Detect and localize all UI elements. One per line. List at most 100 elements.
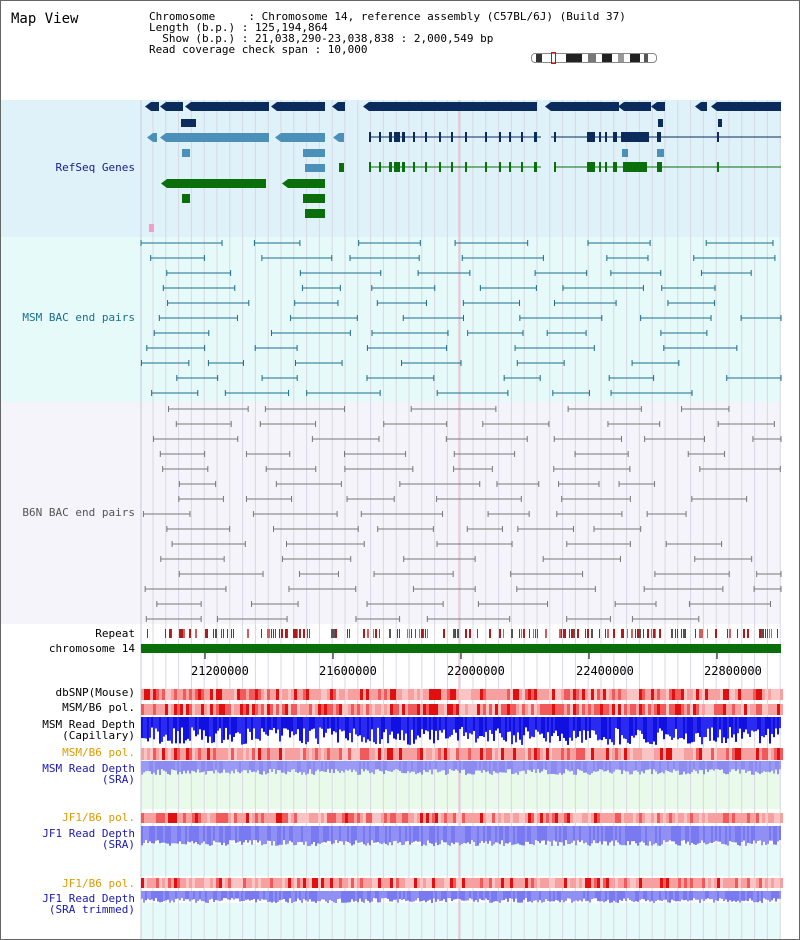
jf1-trim-depth-bar <box>175 891 177 899</box>
msm-sra-depth-bar <box>269 761 271 770</box>
msm-b6-pol-heat <box>177 748 180 760</box>
track-label-msm-b6-pol-2[interactable]: MSM/B6 pol. <box>62 746 135 759</box>
track-label-msm-b6-pol-1[interactable]: MSM/B6 pol. <box>62 701 135 714</box>
jf1-trim-depth-bar <box>291 891 293 903</box>
jf1-trim-depth-bar <box>641 891 643 899</box>
msm-b6-pol-heat <box>669 748 672 760</box>
msm-sra-depth-bar <box>697 761 699 774</box>
jf1-b6-pol-heat <box>336 813 339 823</box>
track-label-jf1-depth-sra[interactable]: JF1 Read Depth (SRA) <box>42 828 135 850</box>
jf1-trim-depth-bar <box>169 891 171 903</box>
jf1-b6-pol-heat <box>627 878 630 888</box>
jf1-sra-depth-bar <box>687 826 689 842</box>
msm-b6-pol-heat <box>192 748 195 760</box>
msm-capillary-depth-bar <box>523 717 525 736</box>
jf1-sra-depth-bar <box>283 826 285 841</box>
jf1-trim-depth-bar <box>499 891 501 903</box>
jf1-b6-pol-heat <box>237 878 240 888</box>
msm-sra-depth-bar <box>201 761 203 773</box>
msm-b6-pol-heat <box>384 748 387 760</box>
jf1-b6-pol-heat <box>570 878 573 888</box>
msm-sra-depth-bar <box>379 761 381 771</box>
jf1-sra-depth-bar <box>141 826 143 846</box>
msm-b6-pol-heat <box>591 704 594 715</box>
msm-sra-depth-bar <box>289 761 291 773</box>
jf1-trim-depth-bar <box>753 891 755 903</box>
jf1-trim-depth-bar <box>629 891 631 901</box>
msm-b6-pol-heat <box>195 704 198 715</box>
msm-sra-depth-bar <box>233 761 235 774</box>
jf1-sra-depth-bar <box>267 826 269 841</box>
jf1-sra-depth-bar <box>447 826 449 845</box>
msm-capillary-depth-bar <box>415 717 417 740</box>
track-label-msm-bac[interactable]: MSM BAC end pairs <box>22 311 135 324</box>
jf1-b6-pol-heat <box>216 813 219 823</box>
jf1-trim-depth-bar <box>543 891 545 902</box>
track-label-dbsnp[interactable]: dbSNP(Mouse) <box>55 686 135 699</box>
track-label-msm-depth-sra[interactable]: MSM Read Depth (SRA) <box>42 763 135 785</box>
dbsnp-heat <box>444 689 447 700</box>
msm-capillary-depth-bar <box>725 717 727 744</box>
jf1-sra-depth-bar <box>443 826 445 843</box>
dbsnp-heat <box>693 689 696 700</box>
msm-b6-pol-heat <box>462 748 465 760</box>
jf1-b6-pol-heat <box>333 878 336 888</box>
jf1-b6-pol-heat <box>705 878 708 888</box>
jf1-sra-depth-bar <box>331 826 333 845</box>
jf1-b6-pol-heat <box>375 878 378 888</box>
msm-capillary-depth-bar <box>531 717 533 737</box>
jf1-trim-depth-bar <box>247 891 249 900</box>
jf1-b6-pol-heat <box>492 878 495 888</box>
dbsnp-heat <box>681 689 684 700</box>
msm-b6-pol-heat <box>552 704 555 715</box>
jf1-b6-pol-heat <box>189 813 192 823</box>
header-chromosome: Chromosome : Chromosome 14, reference as… <box>149 10 626 23</box>
msm-b6-pol-heat <box>504 748 507 760</box>
jf1-sra-depth-bar <box>337 826 339 844</box>
chromosome-ideogram[interactable] <box>531 53 657 63</box>
jf1-trim-depth-bar <box>209 891 211 900</box>
jf1-trim-depth-bar <box>775 891 777 902</box>
msm-b6-pol-heat <box>414 748 417 760</box>
msm-capillary-depth-bar <box>229 717 231 735</box>
jf1-sra-depth-bar <box>221 826 223 845</box>
msm-b6-pol-heat <box>573 748 576 760</box>
jf1-trim-depth-bar <box>659 891 661 901</box>
jf1-b6-pol-heat <box>498 813 501 823</box>
repeat-mark <box>215 629 217 638</box>
track-label-jf1-depth-trim[interactable]: JF1 Read Depth (SRA trimmed) <box>42 893 135 915</box>
track-label-jf1-b6-pol-2[interactable]: JF1/B6 pol. <box>62 877 135 890</box>
jf1-trim-depth-bar <box>257 891 259 900</box>
track-label-b6n-bac[interactable]: B6N BAC end pairs <box>22 506 135 519</box>
jf1-sra-depth-bar <box>775 826 777 845</box>
msm-capillary-depth-bar <box>651 717 653 745</box>
msm-sra-depth-bar <box>455 761 457 770</box>
jf1-b6-pol-heat <box>576 813 579 823</box>
msm-b6-pol-heat <box>294 748 297 760</box>
repeat-mark <box>763 629 764 638</box>
msm-b6-pol-heat <box>696 704 699 715</box>
msm-b6-pol-heat <box>162 704 165 715</box>
jf1-sra-depth-bar <box>603 826 605 842</box>
jf1-trim-depth-bar <box>595 891 597 899</box>
dbsnp-heat <box>285 689 288 700</box>
msm-b6-pol-heat <box>534 704 537 715</box>
track-label-chromosome[interactable]: chromosome 14 <box>48 642 135 655</box>
jf1-b6-pol-heat <box>378 878 381 888</box>
jf1-b6-pol-heat <box>273 813 276 823</box>
track-label-repeat[interactable]: Repeat <box>95 627 135 640</box>
repeat-mark <box>297 629 298 638</box>
msm-b6-pol-heat <box>609 704 612 715</box>
msm-capillary-depth-bar <box>227 717 229 740</box>
msm-sra-depth-bar <box>343 761 345 773</box>
dbsnp-heat <box>180 689 183 700</box>
jf1-trim-depth-bar <box>549 891 551 902</box>
msm-capillary-depth-bar <box>265 717 267 735</box>
track-label-msm-depth-cap[interactable]: MSM Read Depth (Capillary) <box>42 719 135 741</box>
jf1-sra-depth-bar <box>285 826 287 845</box>
msm-sra-depth-bar <box>655 761 657 772</box>
jf1-sra-depth-bar <box>365 826 367 846</box>
track-label-jf1-b6-pol-1[interactable]: JF1/B6 pol. <box>62 811 135 824</box>
track-label-refseq[interactable]: RefSeq Genes <box>55 161 135 174</box>
